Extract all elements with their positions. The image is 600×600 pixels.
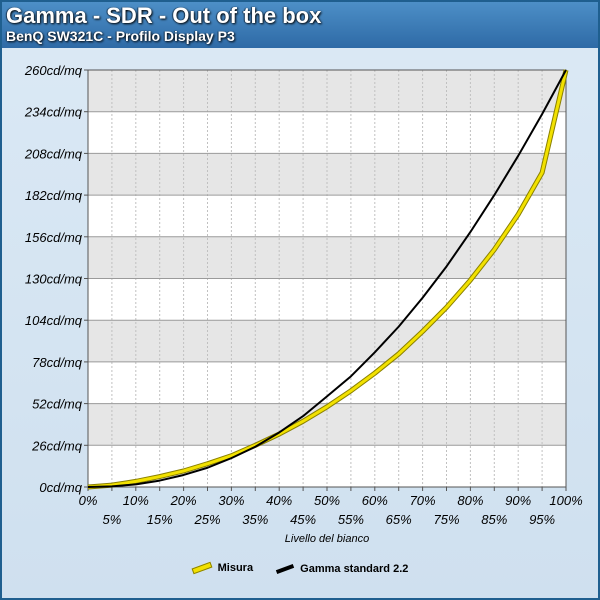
y-tick-label: 156cd/mq xyxy=(25,230,83,245)
x-tick-label: 40% xyxy=(266,493,292,508)
y-tick-label: 52cd/mq xyxy=(32,397,83,412)
y-tick-label: 130cd/mq xyxy=(25,272,83,287)
legend-item-misura: Misura xyxy=(191,561,254,575)
y-tick-label: 104cd/mq xyxy=(25,313,83,328)
legend-label-gamma: Gamma standard 2.2 xyxy=(300,563,409,575)
x-tick-label: 5% xyxy=(103,512,122,527)
x-tick-label: 30% xyxy=(218,493,244,508)
x-tick-label: 85% xyxy=(481,512,507,527)
x-tick-label: 45% xyxy=(290,512,316,527)
x-tick-label: 15% xyxy=(147,512,173,527)
x-tick-label: 65% xyxy=(386,512,412,527)
x-tick-label: 60% xyxy=(362,493,388,508)
chart-subtitle: BenQ SW321C - Profilo Display P3 xyxy=(6,28,235,44)
y-tick-label: 260cd/mq xyxy=(24,63,83,78)
x-tick-label: 75% xyxy=(433,512,459,527)
y-tick-label: 26cd/mq xyxy=(31,438,83,453)
x-tick-label: 20% xyxy=(170,493,197,508)
x-tick-label: 95% xyxy=(529,512,555,527)
y-tick-label: 234cd/mq xyxy=(24,105,83,120)
x-tick-label: 100% xyxy=(549,493,582,508)
y-tick-label: 0cd/mq xyxy=(39,480,82,495)
x-tick-label: 10% xyxy=(123,493,149,508)
x-tick-label: 50% xyxy=(314,493,340,508)
chart-title: Gamma - SDR - Out of the box xyxy=(6,3,322,28)
x-tick-label: 25% xyxy=(193,512,220,527)
legend-item-gamma: Gamma standard 2.2 xyxy=(276,563,408,575)
y-tick-label: 208cd/mq xyxy=(24,146,83,161)
legend-label-misura: Misura xyxy=(217,562,254,574)
y-tick-label: 78cd/mq xyxy=(32,355,83,370)
legend: Misura Gamma standard 2.2 xyxy=(0,561,600,575)
x-tick-label: 0% xyxy=(79,493,98,508)
x-tick-label: 35% xyxy=(242,512,268,527)
legend-swatch-gamma xyxy=(276,564,295,574)
x-tick-label: 80% xyxy=(457,493,483,508)
x-axis-title: Livello del bianco xyxy=(285,533,369,545)
y-tick-label: 182cd/mq xyxy=(25,188,83,203)
x-tick-label: 90% xyxy=(505,493,531,508)
legend-swatch-misura xyxy=(191,561,213,575)
x-tick-label: 70% xyxy=(410,493,436,508)
x-tick-label: 55% xyxy=(338,512,364,527)
header-banner xyxy=(2,2,598,48)
